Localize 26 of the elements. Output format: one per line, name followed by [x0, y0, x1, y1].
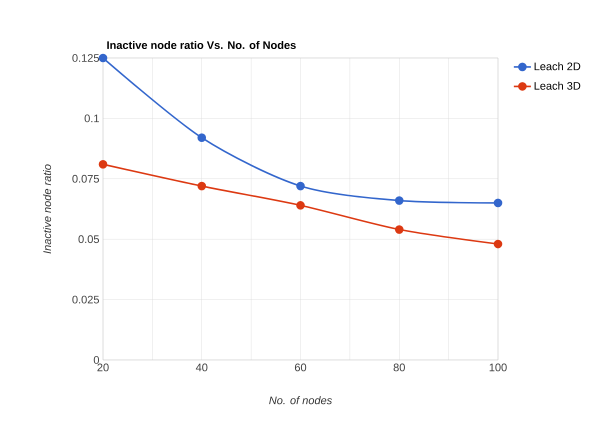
- x-tick-label: 40: [196, 364, 208, 372]
- legend-label: Leach 2D: [534, 62, 580, 70]
- y-tick-label: 0.05: [78, 235, 99, 244]
- point: [98, 54, 108, 62]
- point: [296, 201, 305, 210]
- point: [98, 160, 108, 169]
- y-tick-label: 0.125: [72, 54, 99, 62]
- y-tick-label: 0: [94, 356, 100, 364]
- point: [494, 198, 502, 208]
- point: [197, 133, 206, 142]
- y-tick-label: 0.075: [72, 174, 99, 183]
- chart-title: Inactive node ratio Vs. No. of Nodes: [107, 40, 296, 50]
- point: [494, 240, 502, 248]
- x-tick-label: 100: [490, 364, 507, 372]
- y-tick-label: 0.1: [84, 114, 99, 122]
- point: [296, 182, 305, 190]
- point: [394, 225, 404, 234]
- x-tick-label: 80: [394, 364, 405, 372]
- point: [394, 196, 404, 205]
- x-tick-label: 20: [97, 364, 109, 372]
- point: [197, 182, 206, 190]
- x-tick-label: 60: [294, 364, 306, 372]
- y-axis-title: Inactive node ratio: [43, 164, 52, 254]
- x-axis-title: No. of nodes: [269, 396, 332, 404]
- y-tick-label: 0.025: [72, 296, 99, 304]
- legend-label: Leach 3D: [534, 82, 580, 90]
